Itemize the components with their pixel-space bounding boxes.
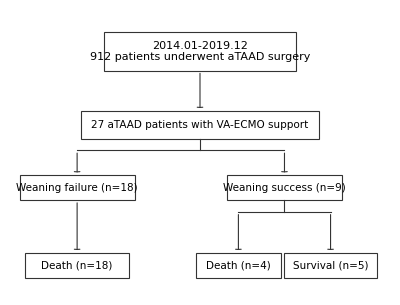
FancyBboxPatch shape: [25, 253, 129, 278]
FancyBboxPatch shape: [104, 32, 296, 70]
FancyBboxPatch shape: [81, 111, 319, 138]
FancyBboxPatch shape: [20, 175, 135, 200]
Text: 2014.01-2019.12
912 patients underwent aTAAD surgery: 2014.01-2019.12 912 patients underwent a…: [90, 41, 310, 62]
FancyBboxPatch shape: [284, 253, 377, 278]
Text: Survival (n=5): Survival (n=5): [293, 260, 368, 270]
FancyBboxPatch shape: [227, 175, 342, 200]
FancyBboxPatch shape: [196, 253, 281, 278]
Text: Death (n=4): Death (n=4): [206, 260, 271, 270]
Text: 27 aTAAD patients with VA-ECMO support: 27 aTAAD patients with VA-ECMO support: [91, 120, 309, 130]
Text: Weaning failure (n=18): Weaning failure (n=18): [16, 183, 138, 193]
Text: Weaning success (n=9): Weaning success (n=9): [223, 183, 346, 193]
Text: Death (n=18): Death (n=18): [42, 260, 113, 270]
